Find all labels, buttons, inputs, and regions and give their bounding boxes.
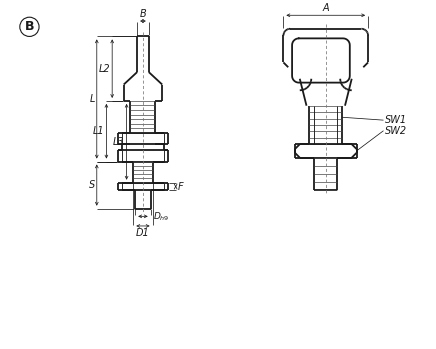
Text: B: B <box>25 20 34 33</box>
Text: L3: L3 <box>113 137 125 147</box>
Text: A: A <box>323 3 329 13</box>
Text: L: L <box>89 94 95 104</box>
Text: $D_{h9}$: $D_{h9}$ <box>153 210 169 223</box>
Text: SW1: SW1 <box>385 115 408 125</box>
Text: F: F <box>177 181 183 192</box>
Text: S: S <box>89 180 95 190</box>
Text: SW2: SW2 <box>385 126 408 136</box>
Text: D1: D1 <box>136 228 150 238</box>
Text: L1: L1 <box>93 126 105 136</box>
Text: B: B <box>140 9 146 19</box>
Text: L2: L2 <box>99 64 110 74</box>
